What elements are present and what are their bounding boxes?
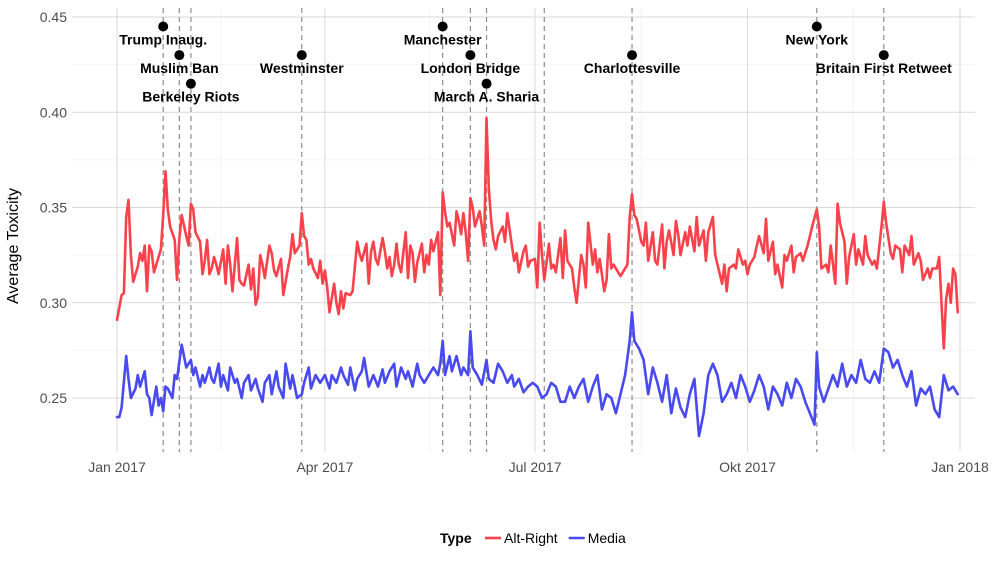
- x-tick-label: Okt 2017: [719, 459, 776, 475]
- event-label: Manchester: [404, 32, 482, 48]
- event-label: Charlottesville: [584, 60, 681, 76]
- x-tick-label: Jan 2017: [88, 459, 146, 475]
- event-marker: [878, 50, 889, 61]
- event-marker: [465, 50, 476, 61]
- legend-items: Alt-Right Media: [485, 530, 626, 546]
- legend: Type Alt-Right Media: [440, 530, 626, 546]
- y-tick-label: 0.25: [40, 390, 67, 406]
- event-marker: [185, 78, 196, 89]
- event-marker: [296, 50, 307, 61]
- event-marker: [811, 21, 822, 32]
- event-label: New York: [786, 32, 849, 48]
- event-marker: [174, 50, 185, 61]
- x-tick-label: Apr 2017: [296, 459, 353, 475]
- y-axis-ticks: 0.25 0.30 0.35 0.40 0.45: [40, 9, 67, 406]
- grid-lines: [72, 8, 975, 452]
- y-tick-label: 0.35: [40, 200, 67, 216]
- series-lines: [115, 116, 959, 438]
- y-tick-label: 0.40: [40, 104, 67, 120]
- series-line-media: [115, 311, 959, 438]
- event-marker: [627, 50, 638, 61]
- event-label: Britain First Retweet: [816, 60, 952, 76]
- y-tick-label: 0.30: [40, 295, 67, 311]
- event-label: Westminster: [260, 60, 344, 76]
- event-markers: Trump Inaug. Muslim Ban Berkeley Riots West…: [119, 21, 952, 105]
- event-marker: [481, 78, 492, 89]
- series-line-alt-right: [115, 116, 959, 350]
- event-label: Muslim Ban: [140, 60, 219, 76]
- event-marker: [437, 21, 448, 32]
- event-label: March A. Sharia: [434, 89, 540, 105]
- x-axis-ticks: Jan 2017 Apr 2017 Jul 2017 Okt 2017 Jan 2018: [88, 459, 989, 475]
- legend-title: Type: [440, 530, 472, 546]
- event-label: Berkeley Riots: [142, 89, 239, 105]
- event-marker: [158, 21, 169, 32]
- event-label: London Bridge: [421, 60, 521, 76]
- x-tick-label: Jan 2018: [931, 459, 989, 475]
- y-tick-label: 0.45: [40, 9, 67, 25]
- y-axis-label: Average Toxicity: [5, 188, 22, 304]
- event-label: Trump Inaug.: [119, 32, 207, 48]
- x-tick-label: Jul 2017: [509, 459, 562, 475]
- legend-label: Media: [588, 530, 626, 546]
- legend-label: Alt-Right: [504, 530, 558, 546]
